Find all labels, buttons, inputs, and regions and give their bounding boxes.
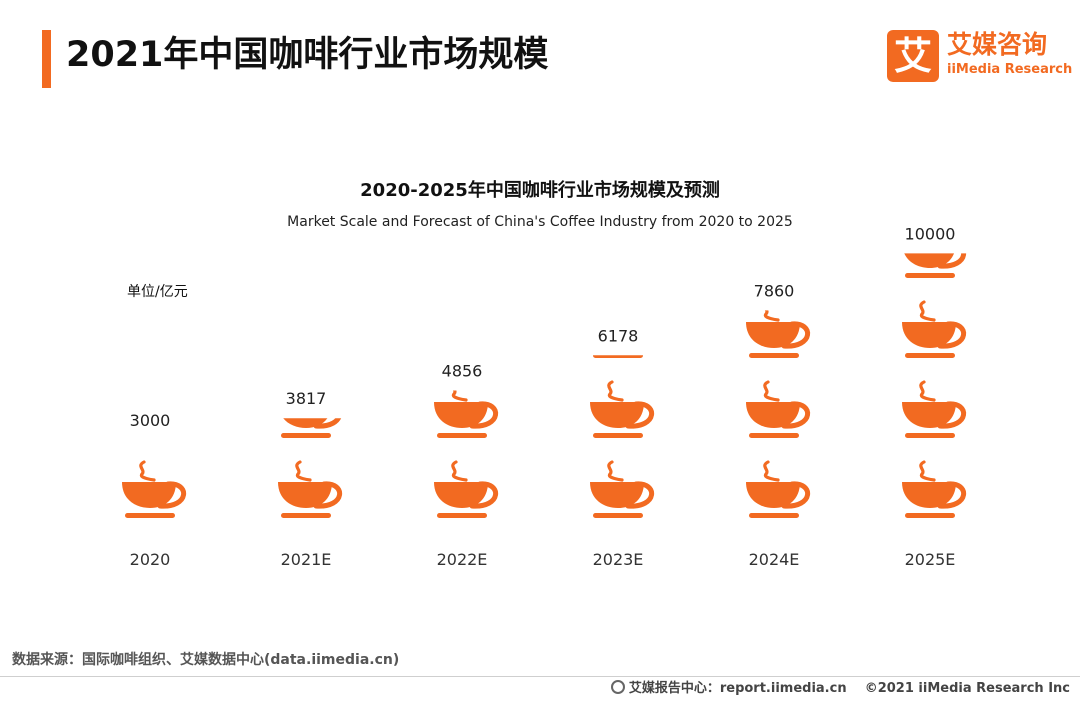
- cup-stack-3: [590, 355, 655, 518]
- coffee-cup-icon: [122, 460, 187, 518]
- footer: 艾媒报告中心：report.iimedia.cn ©2021 iiMedia R…: [610, 679, 1070, 699]
- category-label: 2022E: [437, 550, 488, 569]
- coffee-cup-icon: [904, 253, 967, 278]
- category-label: 2025E: [905, 550, 956, 569]
- cup-stack-0: [122, 460, 187, 518]
- value-label: 10000: [905, 224, 956, 243]
- coffee-cup-icon: [902, 300, 967, 358]
- category-label: 2024E: [749, 550, 800, 569]
- coffee-cup-icon: [590, 460, 655, 518]
- title-accent-bar: [42, 30, 51, 88]
- coffee-cup-icon: [434, 460, 499, 518]
- iimedia-logo: 艾 艾媒咨询 iiMedia Research: [887, 30, 1072, 82]
- unit-label: 单位/亿元: [127, 284, 188, 300]
- category-label: 2023E: [593, 550, 644, 569]
- cup-stack-4: [746, 310, 811, 518]
- coffee-cup-icon: [281, 418, 341, 438]
- category-label: 2020: [130, 550, 171, 569]
- logo-name-en: iiMedia Research: [947, 62, 1073, 77]
- coffee-cup-icon: [902, 460, 967, 518]
- report-center-icon: [610, 680, 625, 694]
- coffee-cup-icon: [590, 380, 655, 438]
- coffee-cup-icon: [593, 355, 643, 358]
- coffee-cup-icon: [434, 390, 499, 438]
- value-label: 6178: [598, 326, 639, 345]
- coffee-cup-icon: [902, 380, 967, 438]
- coffee-cup-icon: [278, 460, 343, 518]
- value-label: 7860: [754, 281, 795, 300]
- cup-stack-2: [434, 390, 499, 518]
- value-label: 3000: [130, 411, 171, 430]
- chart-title: 2020-2025年中国咖啡行业市场规模及预测: [360, 180, 720, 201]
- chart-subtitle: Market Scale and Forecast of China's Cof…: [287, 214, 793, 230]
- page-title: 2021年中国咖啡行业市场规模: [66, 35, 549, 75]
- data-source: 数据来源：国际咖啡组织、艾媒数据中心(data.iimedia.cn): [12, 652, 400, 668]
- value-label: 4856: [442, 362, 483, 381]
- value-label: 3817: [286, 389, 327, 408]
- coffee-cup-icon: [746, 380, 811, 438]
- logo-name-cn: 艾媒咨询: [947, 30, 1048, 59]
- report-center-link[interactable]: 艾媒报告中心：report.iimedia.cn: [628, 681, 847, 696]
- logo-mark: 艾: [887, 30, 939, 82]
- cup-stack-5: [902, 253, 967, 518]
- category-label: 2021E: [281, 550, 332, 569]
- cup-stack-1: [278, 418, 343, 518]
- coffee-cup-icon: [746, 310, 811, 358]
- coffee-cup-icon: [746, 460, 811, 518]
- footer-spacer: [847, 681, 865, 696]
- footer-divider: [0, 676, 1080, 677]
- copyright: ©2021 iiMedia Research Inc: [864, 681, 1070, 696]
